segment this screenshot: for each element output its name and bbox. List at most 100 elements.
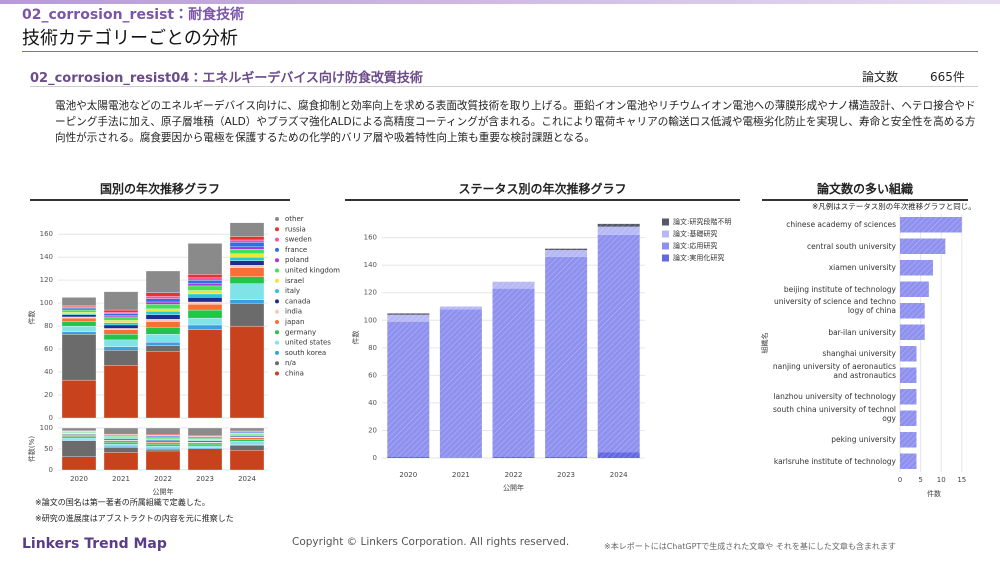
bar-segment bbox=[145, 443, 181, 447]
bar-segment bbox=[187, 440, 223, 443]
y-tick-label: 60 bbox=[44, 345, 53, 353]
bar-hatch bbox=[900, 367, 917, 383]
bar-segment bbox=[145, 437, 181, 439]
y-tick-label: 100 bbox=[364, 316, 377, 324]
y-tick-label: shanghai university bbox=[822, 349, 896, 359]
bar-segment bbox=[145, 308, 181, 312]
legend-label: poland bbox=[285, 256, 309, 264]
bar-segment bbox=[61, 435, 97, 437]
y-tick-label: 20 bbox=[368, 426, 377, 434]
legend-label: germany bbox=[285, 328, 316, 336]
x-tick-label: 2023 bbox=[557, 471, 575, 479]
bar-segment bbox=[145, 270, 181, 293]
subtitle: 02_corrosion_resist04：エネルギーデバイス向け防食改質技術 bbox=[30, 71, 423, 86]
bar-hatch bbox=[387, 456, 430, 458]
x-tick-label: 2020 bbox=[399, 471, 417, 479]
y-tick-label: 140 bbox=[40, 253, 53, 261]
bar-segment bbox=[103, 316, 139, 321]
bar-hatch bbox=[545, 248, 588, 251]
bar-segment bbox=[103, 438, 139, 441]
bar-segment bbox=[103, 365, 139, 419]
bar-segment bbox=[229, 427, 265, 432]
bar-segment bbox=[229, 246, 265, 250]
y-axis-label: 組織名 bbox=[760, 333, 769, 354]
bar-segment bbox=[145, 314, 181, 320]
y-tick-label: 160 bbox=[364, 234, 377, 242]
legend-marker bbox=[275, 289, 279, 294]
legend-marker bbox=[275, 237, 279, 242]
bar-hatch bbox=[492, 281, 535, 289]
bar-segment bbox=[103, 334, 139, 341]
legend-label: israel bbox=[285, 277, 304, 285]
bar-segment bbox=[145, 427, 181, 435]
bar-segment bbox=[103, 446, 139, 448]
bar-segment bbox=[229, 302, 265, 327]
bar-segment bbox=[61, 379, 97, 419]
y-tick-label: 120 bbox=[364, 289, 377, 297]
bar-hatch bbox=[900, 324, 925, 340]
y-tick-label: 0 bbox=[373, 454, 377, 462]
bar-hatch bbox=[900, 453, 917, 469]
bar-segment bbox=[229, 440, 265, 445]
bar-segment bbox=[187, 274, 223, 279]
y-tick-label: 80 bbox=[368, 344, 377, 352]
subtitle-rule bbox=[30, 86, 978, 87]
bar-segment bbox=[145, 351, 181, 419]
x-tick-label: 2022 bbox=[154, 475, 172, 483]
y-tick-label: beijing institute of technology bbox=[783, 284, 896, 294]
bar-segment bbox=[187, 304, 223, 311]
legend-swatch bbox=[662, 242, 669, 250]
y-tick-label: 40 bbox=[44, 368, 53, 376]
bar-segment bbox=[229, 299, 265, 304]
y-tick-label: 100 bbox=[40, 424, 53, 432]
count: 665件 bbox=[930, 70, 965, 84]
section-title: 論文数の多い組織 bbox=[762, 180, 968, 201]
y-tick-label: south china university of technology bbox=[773, 404, 896, 423]
y-tick-label: karlsruhe institute of technology bbox=[773, 456, 896, 466]
bar-segment bbox=[187, 277, 223, 281]
bar-hatch bbox=[597, 234, 640, 453]
bar-segment bbox=[187, 442, 223, 445]
bar-segment bbox=[61, 331, 97, 335]
y-tick-label: 0 bbox=[49, 466, 53, 474]
section-title: 国別の年次推移グラフ bbox=[30, 180, 290, 201]
legend-label: 論文:実用化研究 bbox=[673, 253, 724, 262]
bar-segment bbox=[61, 427, 97, 431]
y-axis-label: 件数 bbox=[351, 331, 360, 345]
bar-segment bbox=[145, 319, 181, 322]
bar-segment bbox=[103, 452, 139, 471]
bar-segment bbox=[103, 328, 139, 330]
bar-segment bbox=[103, 324, 139, 329]
legend-marker bbox=[275, 340, 279, 345]
bar-hatch bbox=[387, 313, 430, 315]
bar-hatch bbox=[492, 288, 535, 457]
bar-segment bbox=[229, 283, 265, 300]
bar-segment bbox=[103, 320, 139, 323]
bar-segment bbox=[145, 450, 181, 471]
bar-segment bbox=[145, 321, 181, 328]
legend-marker bbox=[275, 350, 279, 355]
bar-hatch bbox=[900, 303, 925, 319]
bar-segment bbox=[145, 345, 181, 352]
bar-hatch bbox=[597, 223, 640, 227]
bar-segment bbox=[103, 427, 139, 435]
y-tick-label: 160 bbox=[40, 230, 53, 238]
bar-hatch bbox=[387, 321, 430, 457]
bar-segment bbox=[61, 308, 97, 311]
bar-segment bbox=[61, 325, 97, 333]
bar-segment bbox=[229, 267, 265, 277]
legend-label: russia bbox=[285, 225, 306, 233]
y-tick-label: 60 bbox=[368, 371, 377, 379]
bar-segment bbox=[103, 291, 139, 311]
x-tick-label: 10 bbox=[937, 476, 946, 484]
bar-segment bbox=[187, 297, 223, 303]
bar-segment bbox=[187, 280, 223, 284]
y-tick-label: 120 bbox=[40, 276, 53, 284]
bar-hatch bbox=[545, 456, 588, 458]
note: ※研究の進展度はアブストラクトの内容を元に推察した bbox=[35, 514, 234, 523]
bar-segment bbox=[145, 334, 181, 343]
category: 02_corrosion_resist：耐食技術 bbox=[22, 7, 245, 23]
bar-segment bbox=[103, 443, 139, 447]
